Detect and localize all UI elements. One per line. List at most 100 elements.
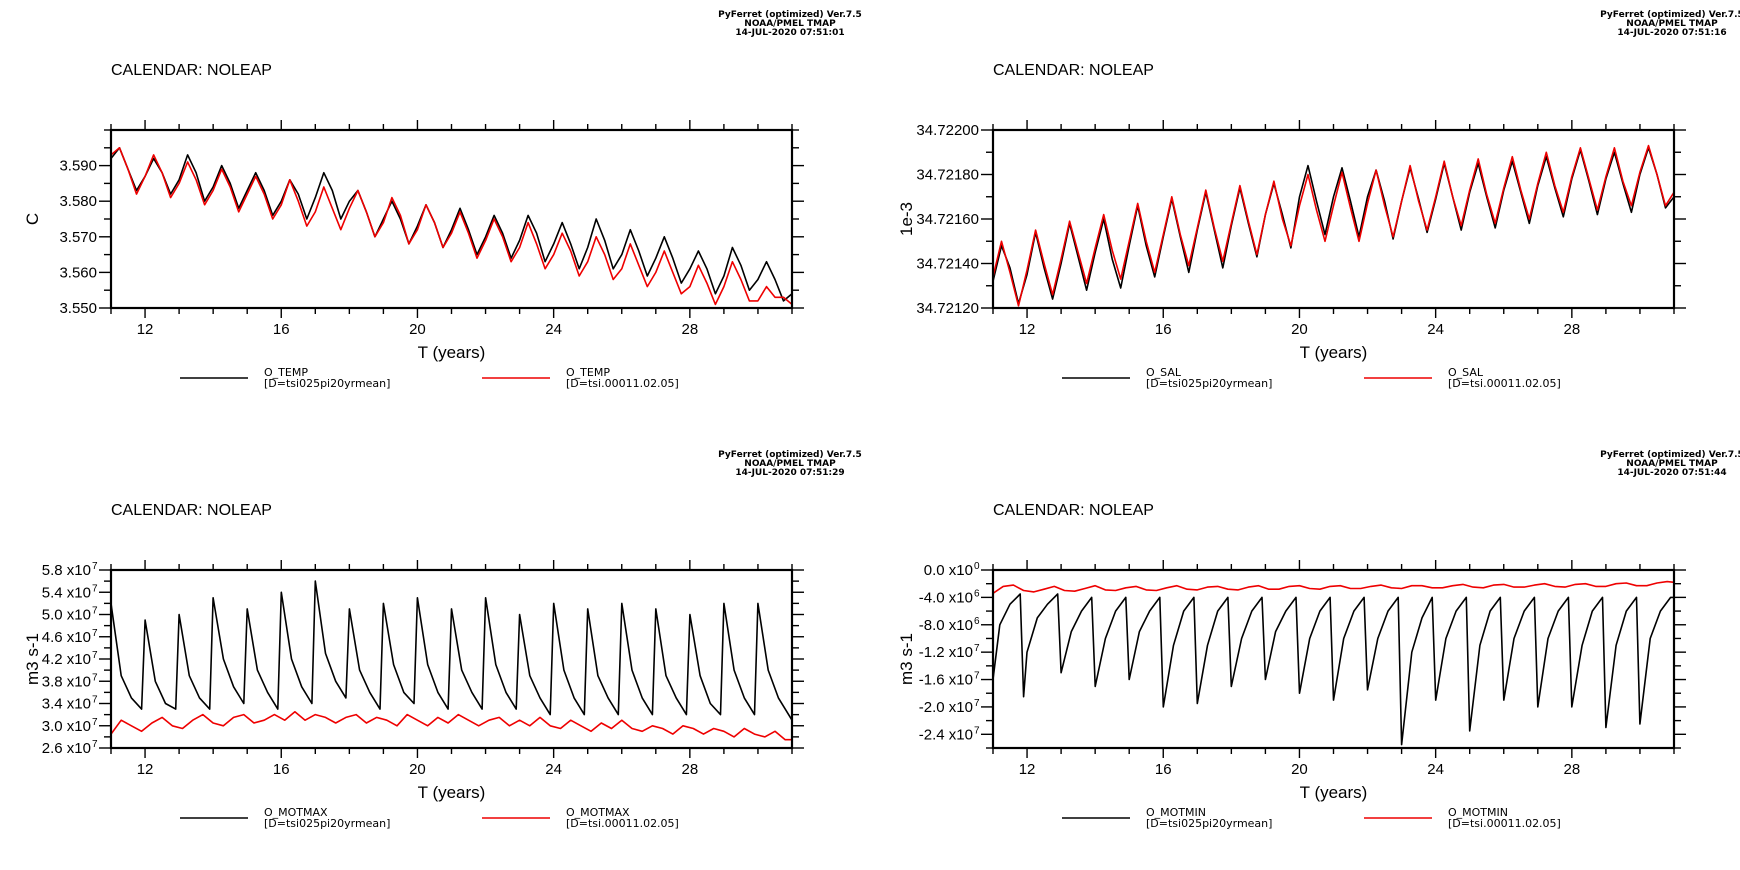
series-line-2 — [993, 144, 1674, 307]
y-tick-label: 34.72160 — [916, 211, 979, 228]
legend-dataset: [D=tsi.00011.02.05] — [566, 377, 679, 390]
y-tick-exponent: 7 — [92, 672, 98, 683]
y-tick-label: 5.0 x10 — [42, 607, 91, 624]
y-tick-label: 3.560 — [59, 264, 97, 281]
y-tick-label: 34.72120 — [916, 300, 979, 317]
x-axis-label: T (years) — [1300, 343, 1368, 362]
y-tick-exponent: 7 — [92, 561, 98, 572]
x-tick-label: 20 — [409, 321, 426, 338]
y-tick-label: 0.0 x10 — [924, 562, 973, 579]
calendar-label: CALENDAR: NOLEAP — [993, 62, 1154, 79]
y-tick-exponent: 7 — [92, 717, 98, 728]
y-tick-label: -2.0 x10 — [919, 699, 973, 716]
series-line-1 — [993, 147, 1674, 305]
y-tick-exponent: 7 — [974, 671, 980, 682]
y-tick-label: 3.4 x10 — [42, 696, 91, 713]
y-tick-label: 3.590 — [59, 158, 97, 175]
x-tick-label: 28 — [1564, 761, 1581, 778]
y-tick-label: 5.4 x10 — [42, 584, 91, 601]
x-axis-label: T (years) — [418, 783, 486, 802]
x-tick-label: 12 — [1019, 321, 1036, 338]
legend-dataset: [D=tsi025pi20yrmean] — [264, 817, 390, 830]
x-tick-label: 12 — [1019, 761, 1036, 778]
y-tick-label: -1.2 x10 — [919, 644, 973, 661]
x-tick-label: 20 — [409, 761, 426, 778]
x-tick-label: 16 — [1155, 321, 1172, 338]
y-tick-exponent: 6 — [974, 616, 980, 627]
legend-dataset: [D=tsi025pi20yrmean] — [264, 377, 390, 390]
x-tick-label: 20 — [1291, 761, 1308, 778]
calendar-label: CALENDAR: NOLEAP — [993, 502, 1154, 519]
legend-dataset: [D=tsi.00011.02.05] — [566, 817, 679, 830]
y-axis-label: 1e-3 — [897, 202, 916, 236]
legend-dataset: [D=tsi.00011.02.05] — [1448, 817, 1561, 830]
y-tick-exponent: 6 — [974, 588, 980, 599]
series-line-1 — [993, 593, 1674, 746]
header-line: 14-JUL-2020 07:51:01 — [735, 28, 844, 38]
header-line: PyFerret (optimized) Ver.7.5 — [1600, 10, 1740, 20]
x-tick-label: 12 — [137, 321, 154, 338]
y-tick-label: 34.72180 — [916, 167, 979, 184]
series-line-1 — [111, 580, 792, 721]
y-tick-label: 4.6 x10 — [42, 629, 91, 646]
y-tick-label: 34.72140 — [916, 256, 979, 273]
series-line-1 — [111, 147, 792, 302]
legend-name: O_SAL — [1448, 366, 1484, 379]
x-tick-label: 28 — [682, 321, 699, 338]
plot-frame — [991, 568, 1676, 750]
x-tick-label: 24 — [545, 321, 562, 338]
y-axis-label: m3 s-1 — [23, 633, 42, 685]
x-tick-label: 28 — [682, 761, 699, 778]
header-line: NOAA/PMEL TMAP — [744, 459, 836, 469]
legend-name: O_TEMP — [566, 366, 610, 379]
x-axis-label: T (years) — [418, 343, 486, 362]
legend-name: O_MOTMAX — [264, 806, 328, 819]
header-line: NOAA/PMEL TMAP — [1626, 459, 1718, 469]
calendar-label: CALENDAR: NOLEAP — [111, 502, 272, 519]
series-line-2 — [993, 580, 1674, 594]
y-tick-exponent: 7 — [974, 698, 980, 709]
legend-name: O_MOTMIN — [1448, 806, 1508, 819]
y-tick-exponent: 7 — [92, 695, 98, 706]
plot-frame — [109, 568, 794, 750]
calendar-label: CALENDAR: NOLEAP — [111, 62, 272, 79]
x-tick-label: 16 — [273, 761, 290, 778]
header-line: NOAA/PMEL TMAP — [1626, 19, 1718, 29]
legend-name: O_MOTMAX — [566, 806, 630, 819]
y-tick-label: 3.8 x10 — [42, 673, 91, 690]
legend-name: O_SAL — [1146, 366, 1182, 379]
y-tick-exponent: 7 — [974, 643, 980, 654]
y-tick-exponent: 7 — [92, 739, 98, 750]
header-line: PyFerret (optimized) Ver.7.5 — [1600, 450, 1740, 460]
y-axis-label: m3 s-1 — [897, 633, 916, 685]
legend-dataset: [D=tsi.00011.02.05] — [1448, 377, 1561, 390]
y-tick-exponent: 7 — [92, 606, 98, 617]
y-tick-exponent: 7 — [92, 650, 98, 661]
series-line-2 — [111, 147, 792, 306]
y-tick-label: 34.72200 — [916, 122, 979, 139]
legend-name: O_MOTMIN — [1146, 806, 1206, 819]
x-tick-label: 12 — [137, 761, 154, 778]
x-tick-label: 20 — [1291, 321, 1308, 338]
y-tick-label: 3.580 — [59, 193, 97, 210]
y-tick-exponent: 7 — [974, 725, 980, 736]
x-tick-label: 24 — [545, 761, 562, 778]
header-line: 14-JUL-2020 07:51:29 — [735, 468, 844, 478]
x-tick-label: 24 — [1427, 321, 1444, 338]
y-tick-label: -2.4 x10 — [919, 726, 973, 743]
y-tick-label: -1.6 x10 — [919, 672, 973, 689]
y-tick-exponent: 0 — [974, 561, 980, 572]
y-tick-label: 3.570 — [59, 229, 97, 246]
y-tick-label: 3.550 — [59, 300, 97, 317]
x-tick-label: 16 — [1155, 761, 1172, 778]
y-tick-label: 3.0 x10 — [42, 718, 91, 735]
y-axis-label: C — [23, 213, 42, 225]
x-tick-label: 16 — [273, 321, 290, 338]
x-axis-label: T (years) — [1300, 783, 1368, 802]
y-tick-exponent: 7 — [92, 583, 98, 594]
legend-name: O_TEMP — [264, 366, 308, 379]
plot-frame — [109, 128, 794, 310]
